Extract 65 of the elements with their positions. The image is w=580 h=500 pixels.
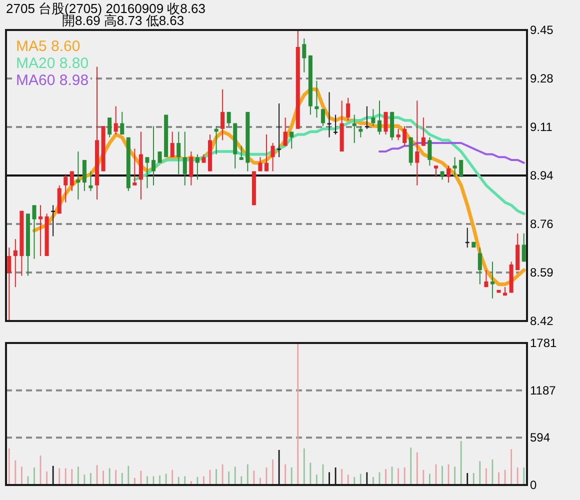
candlestick — [264, 134, 269, 172]
candlestick — [258, 156, 262, 172]
y-tick-label: 1781 — [530, 336, 558, 350]
candlestick — [114, 106, 118, 136]
candlestick — [189, 150, 194, 186]
candlestick — [277, 102, 282, 158]
candlestick — [484, 270, 488, 288]
candlestick — [434, 165, 438, 178]
y-tick-label: 594 — [530, 430, 550, 445]
candlestick — [327, 92, 332, 138]
candlestick — [283, 117, 288, 146]
candlestick — [132, 148, 137, 186]
candlestick — [270, 142, 275, 172]
candlestick — [145, 156, 150, 189]
candlestick — [320, 108, 325, 127]
y-tick-label: 9.11 — [530, 120, 553, 134]
candlestick — [352, 114, 356, 144]
candlestick — [226, 111, 231, 127]
candlestick — [371, 108, 376, 127]
candlestick — [170, 131, 174, 158]
candlestick — [195, 154, 200, 180]
y-tick-label: 8.42 — [530, 314, 554, 328]
candlestick — [32, 204, 36, 260]
candlestick — [239, 145, 244, 160]
candlestick — [459, 159, 464, 178]
y-tick-label: 9.45 — [530, 23, 554, 37]
candlestick — [76, 150, 80, 200]
candlestick — [82, 159, 86, 192]
candlestick — [415, 100, 420, 186]
candlestick — [108, 117, 112, 138]
candlestick — [182, 131, 187, 186]
text: MA20 8.80 — [16, 55, 89, 72]
candlestick — [176, 131, 181, 175]
candlestick — [452, 156, 457, 178]
candlestick — [64, 174, 68, 203]
candlestick — [428, 136, 432, 166]
candlestick — [384, 111, 388, 136]
text: MA5 8.60 — [16, 38, 80, 55]
candlestick — [478, 247, 482, 285]
candlestick — [152, 126, 156, 186]
candlestick — [364, 106, 369, 130]
candlestick — [7, 247, 12, 322]
y-tick-label: 8.59 — [530, 265, 554, 280]
candlestick — [421, 117, 426, 146]
candlestick — [290, 131, 294, 150]
candlestick — [522, 232, 526, 262]
candlestick — [220, 88, 225, 141]
candlestick — [38, 204, 43, 257]
candlestick — [346, 97, 350, 121]
y-tick-label: 8.76 — [530, 217, 554, 232]
y-tick-label: 9.28 — [530, 72, 554, 86]
candlestick — [490, 261, 494, 299]
candlestick — [396, 128, 400, 141]
candlestick — [302, 38, 306, 73]
y-tick-label: 0 — [530, 478, 537, 492]
candlestick — [13, 238, 18, 288]
candlestick — [377, 100, 382, 136]
y-tick-label: 8.94 — [530, 168, 554, 182]
candlestick — [120, 111, 124, 136]
candlestick — [446, 165, 451, 184]
candlestick — [70, 170, 74, 192]
candlestick — [334, 114, 338, 136]
candlestick — [402, 126, 407, 146]
y-tick-label: 1187 — [530, 383, 556, 398]
text: MA60 8.98 — [16, 72, 89, 89]
